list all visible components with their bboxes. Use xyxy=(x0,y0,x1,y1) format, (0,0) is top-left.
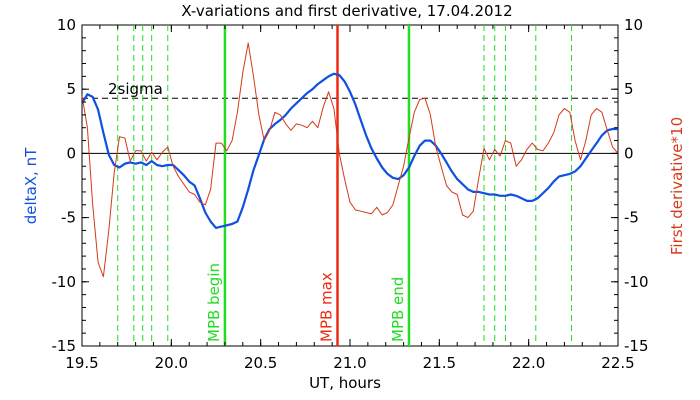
y-tick-label-right: 10 xyxy=(624,16,643,34)
y-tick-label-left: -15 xyxy=(52,337,77,355)
x-tick-label: 21.0 xyxy=(333,354,366,372)
y-axis-title-left: deltaX, nT xyxy=(22,147,40,224)
axis-ticks: 19.5 20.0 20.5 21.0 21.5 22.0 22.5 10 5 0 -5 -10 -15… xyxy=(52,16,649,372)
reference-lines xyxy=(82,97,618,154)
deltax-series-line xyxy=(81,72,618,229)
y-axis-title-right: First derivative*10 xyxy=(668,117,686,255)
x-tick-label: 22.0 xyxy=(512,354,545,372)
marker-label: MPB end xyxy=(389,277,407,342)
series-lines xyxy=(81,42,619,278)
x-axis-title: UT, hours xyxy=(309,374,381,392)
y-tick-label-right: 0 xyxy=(624,144,634,162)
y-tick-label-right: -5 xyxy=(624,209,639,227)
plot-frame xyxy=(81,24,619,347)
x-tick-label: 19.5 xyxy=(65,354,98,372)
x-tick-label: 20.5 xyxy=(244,354,277,372)
marker-label: MPB max xyxy=(317,272,335,342)
y-tick-label-right: 5 xyxy=(624,80,634,98)
y-tick-label-right: -15 xyxy=(624,337,649,355)
y-tick-label-left: 10 xyxy=(57,16,76,34)
marker-label: MPB begin xyxy=(205,263,223,342)
chart-title: X-variations and first derivative, 17.04… xyxy=(181,2,512,20)
sigma-label: 2sigma xyxy=(108,80,163,98)
y-tick-label-left: -5 xyxy=(61,209,76,227)
x-tick-label: 21.5 xyxy=(423,354,456,372)
y-tick-label-left: 5 xyxy=(66,80,76,98)
vertical-markers: MPB begin MPB max MPB end xyxy=(117,25,573,346)
derivative-series-line xyxy=(81,42,619,278)
y-tick-label-left: -10 xyxy=(52,273,77,291)
x-tick-label: 22.5 xyxy=(601,354,634,372)
y-tick-label-right: -10 xyxy=(624,273,649,291)
y-tick-label-left: 0 xyxy=(66,144,76,162)
x-tick-label: 20.0 xyxy=(155,354,188,372)
